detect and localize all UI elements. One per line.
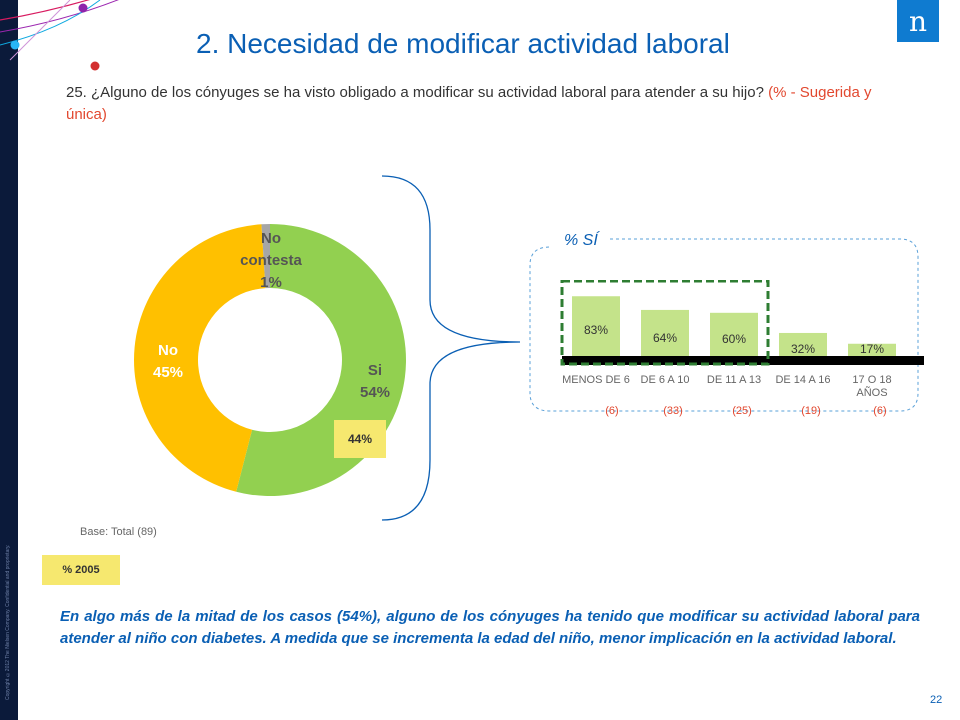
page-number: 22 bbox=[930, 694, 943, 706]
bar-value-label: 83% bbox=[583, 323, 609, 338]
left-sidebar-band bbox=[0, 0, 18, 720]
bar bbox=[641, 309, 689, 356]
bar-chart bbox=[560, 280, 924, 366]
category-base: (33) bbox=[663, 405, 683, 417]
bar bbox=[848, 343, 896, 356]
bar bbox=[572, 296, 620, 356]
category-label: DE 6 A 10 bbox=[640, 374, 690, 386]
category-label: 17 O 18 AÑOS bbox=[852, 374, 892, 399]
bar-value-label: 64% bbox=[652, 330, 678, 345]
category-base: (6) bbox=[873, 405, 887, 417]
label-no-contesta: No contesta 1% bbox=[240, 230, 302, 291]
decorative-lines bbox=[0, 0, 119, 71]
bar bbox=[779, 332, 827, 356]
conclusion-text: En algo más de la mitad de los casos (54… bbox=[60, 608, 920, 647]
bar-value-label: 17% bbox=[859, 342, 885, 356]
slice-no bbox=[134, 224, 266, 492]
x-axis-band bbox=[562, 356, 924, 365]
category-label: DE 11 A 13 bbox=[706, 374, 762, 386]
question-note: (% - Sugerida y única) bbox=[66, 84, 872, 123]
badge-2005-value: 44% bbox=[334, 420, 386, 458]
decor-dot bbox=[10, 40, 20, 50]
highlight-box bbox=[560, 280, 770, 366]
brace-connector bbox=[381, 175, 521, 521]
category-base: (19) bbox=[801, 405, 821, 417]
slice-no-contesta bbox=[261, 224, 270, 289]
legend-2005: % 2005 bbox=[42, 555, 120, 585]
bar-value-label: 32% bbox=[790, 342, 816, 356]
bar-value-label: 60% bbox=[721, 332, 747, 347]
copyright-notice: Copyright ©2012 The Nielsen Company. Con… bbox=[5, 544, 11, 700]
decor-dot bbox=[90, 61, 100, 71]
category-label: MENOS DE 6 bbox=[562, 374, 630, 386]
label-no: No 45% bbox=[152, 342, 184, 381]
bar-chart-frame bbox=[529, 238, 919, 412]
label-si: Si 54% bbox=[359, 362, 391, 401]
base-note: Base: Total (89) bbox=[80, 526, 157, 538]
nielsen-logo: n bbox=[897, 0, 939, 42]
category-label: DE 14 A 16 bbox=[775, 374, 831, 386]
bar bbox=[710, 312, 758, 356]
category-base: (6) bbox=[605, 405, 619, 417]
bar-chart-title: % SÍ bbox=[560, 232, 602, 250]
category-base: (25) bbox=[732, 405, 752, 417]
question-main: 25. ¿Alguno de los cónyuges se ha visto … bbox=[66, 84, 764, 101]
page-title: 2. Necesidad de modificar actividad labo… bbox=[196, 28, 730, 59]
decor-dot bbox=[78, 3, 88, 13]
question-text: 25. ¿Alguno de los cónyuges se ha visto … bbox=[66, 82, 906, 126]
